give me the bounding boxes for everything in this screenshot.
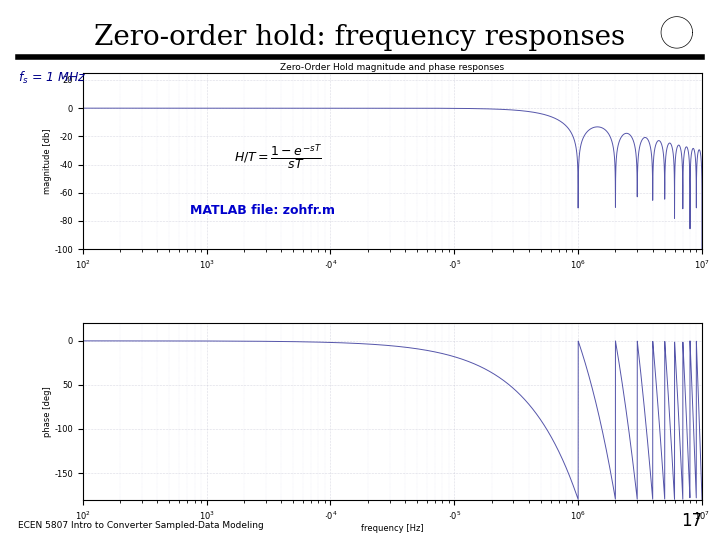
- Title: Zero-Order Hold magnitude and phase responses: Zero-Order Hold magnitude and phase resp…: [280, 63, 505, 72]
- Text: $H/T = \dfrac{1-e^{-sT}}{sT}$: $H/T = \dfrac{1-e^{-sT}}{sT}$: [234, 143, 322, 172]
- Text: MATLAB file: zohfr.m: MATLAB file: zohfr.m: [190, 204, 335, 217]
- Text: 17: 17: [681, 512, 702, 530]
- Text: ECEN 5807 Intro to Converter Sampled-Data Modeling: ECEN 5807 Intro to Converter Sampled-Dat…: [18, 521, 264, 530]
- X-axis label: frequency [Hz]: frequency [Hz]: [361, 524, 423, 534]
- Y-axis label: phase [deg]: phase [deg]: [42, 386, 52, 437]
- Text: $f_s$ = 1 MHz: $f_s$ = 1 MHz: [18, 70, 86, 86]
- Y-axis label: magnitude [db]: magnitude [db]: [42, 128, 52, 194]
- Text: Zero-order hold: frequency responses: Zero-order hold: frequency responses: [94, 24, 626, 51]
